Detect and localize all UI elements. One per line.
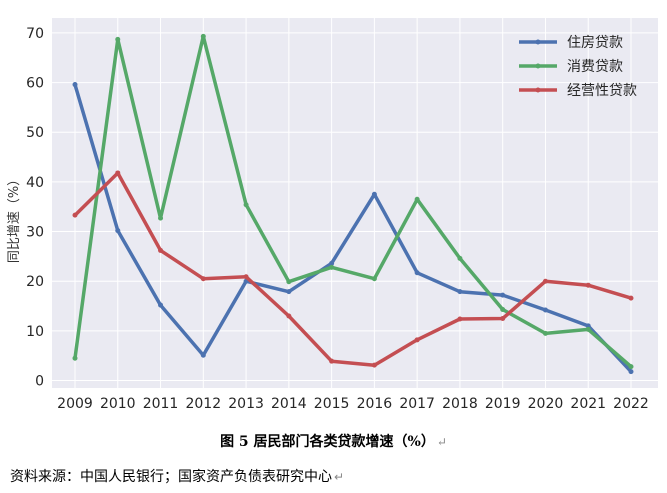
data-point — [243, 202, 249, 208]
x-tick-label: 2016 — [357, 396, 393, 412]
legend-label: 消费贷款 — [567, 59, 623, 75]
x-tick-label: 2012 — [185, 396, 221, 412]
data-point — [115, 170, 121, 176]
y-axis-label: 同比增速（%） — [7, 173, 22, 263]
data-point — [286, 313, 292, 319]
data-point — [542, 307, 548, 313]
data-point — [200, 276, 206, 282]
data-point — [585, 282, 591, 288]
data-point — [457, 255, 463, 261]
data-point — [72, 212, 78, 218]
y-tick-label: 20 — [26, 274, 44, 290]
data-point — [158, 302, 164, 308]
y-tick-label: 40 — [26, 175, 44, 191]
data-point — [329, 358, 335, 364]
data-point — [371, 191, 377, 197]
x-tick-label: 2013 — [228, 396, 264, 412]
legend-marker — [535, 63, 541, 69]
series-2 — [72, 170, 634, 368]
series-line — [73, 171, 633, 367]
y-tick-label: 10 — [26, 324, 44, 340]
data-point — [243, 274, 249, 280]
data-point — [371, 276, 377, 282]
data-point — [542, 330, 548, 336]
legend-marker — [535, 87, 541, 93]
data-point — [585, 326, 591, 332]
data-point — [500, 315, 506, 321]
x-tick-label: 2020 — [528, 396, 564, 412]
y-axis-ticks: 0 10 20 30 40 50 60 70 — [26, 26, 44, 390]
grid — [52, 18, 658, 388]
line-chart: 0 10 20 30 40 50 60 70 2009 2010 2011 2012 2013 2014… — [7, 18, 658, 412]
figure-caption: 图 5 居民部门各类贷款增速（%） ↵ — [0, 431, 667, 451]
series — [72, 33, 634, 375]
x-axis-ticks: 2009 2010 2011 2012 2013 2014 2015 2016 2017 2018… — [57, 396, 649, 412]
data-point — [72, 82, 78, 88]
x-tick-label: 2018 — [442, 396, 478, 412]
data-point — [158, 247, 164, 253]
y-tick-label: 50 — [26, 125, 44, 141]
x-tick-label: 2014 — [271, 396, 307, 412]
series-1 — [72, 33, 634, 370]
y-tick-label: 0 — [35, 374, 44, 390]
data-point — [115, 228, 121, 234]
x-tick-label: 2009 — [57, 396, 93, 412]
x-tick-label: 2011 — [143, 396, 179, 412]
data-point — [329, 260, 335, 266]
paragraph-mark-icon: ↵ — [436, 435, 447, 449]
source-text: 资料来源：中国人民银行；国家资产负债表研究中心 — [10, 469, 332, 485]
x-tick-label: 2021 — [570, 396, 606, 412]
y-tick-label: 60 — [26, 76, 44, 92]
data-point — [585, 323, 591, 329]
data-point — [329, 264, 335, 270]
legend-label: 住房贷款 — [567, 35, 623, 51]
series-0 — [72, 82, 634, 375]
data-point — [286, 279, 292, 285]
legend-label: 经营性贷款 — [567, 83, 637, 99]
data-point — [457, 289, 463, 295]
data-point — [457, 316, 463, 322]
y-tick-label: 70 — [26, 26, 44, 42]
data-point — [414, 337, 420, 343]
paragraph-mark-icon: ↵ — [334, 470, 345, 484]
data-point — [72, 355, 78, 361]
data-point — [542, 278, 548, 284]
x-tick-label: 2017 — [399, 396, 435, 412]
data-point — [200, 33, 206, 39]
data-point — [200, 352, 206, 358]
y-tick-label: 30 — [26, 225, 44, 241]
series-line — [73, 82, 633, 374]
data-point — [286, 289, 292, 295]
figure-caption-text: 图 5 居民部门各类贷款增速（%） — [220, 434, 435, 450]
source-note: 资料来源：中国人民银行；国家资产负债表研究中心 ↵ — [10, 466, 344, 486]
data-point — [414, 270, 420, 276]
plot-area — [52, 18, 658, 388]
data-point — [628, 369, 634, 375]
series-line — [73, 34, 633, 369]
data-point — [500, 292, 506, 298]
data-point — [628, 364, 634, 370]
data-point — [371, 362, 377, 368]
data-point — [115, 36, 121, 42]
data-point — [500, 307, 506, 313]
data-point — [414, 196, 420, 202]
data-point — [158, 215, 164, 221]
data-point — [628, 295, 634, 301]
x-tick-label: 2010 — [100, 396, 136, 412]
x-tick-label: 2022 — [613, 396, 649, 412]
x-tick-label: 2015 — [314, 396, 350, 412]
x-tick-label: 2019 — [485, 396, 521, 412]
legend-marker — [535, 39, 541, 45]
